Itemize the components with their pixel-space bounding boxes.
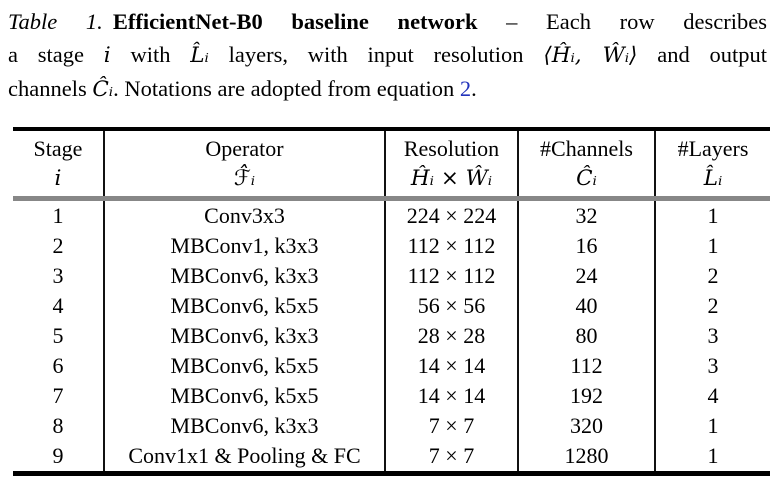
caption-table-number: Table 1. (8, 9, 103, 34)
cell-layers: 1 (654, 441, 770, 474)
cell-channels: 192 (517, 381, 655, 411)
header-label-resolution: Resolution (403, 136, 500, 161)
table-row-stage-6: 6 MBConv6, k5x5 14 × 14 112 3 (13, 351, 770, 381)
cell-stage: 3 (52, 263, 64, 288)
header-row: Stage i Operator ℱ̂ᵢ Resolution Ĥᵢ × Ŵᵢ … (13, 129, 770, 201)
header-label-stage: Stage (33, 136, 83, 161)
cell-resolution: 28 × 28 (384, 321, 518, 351)
header-symbol-layers: L̂ᵢ (703, 166, 723, 191)
table-row-stage-3: 3 MBConv6, k3x3 112 × 112 24 2 (13, 261, 770, 291)
cell-channels: 40 (517, 291, 655, 321)
table-row-stage-2: 2 MBConv1, k3x3 112 × 112 16 1 (13, 231, 770, 261)
header-symbol-operator: ℱ̂ᵢ (233, 166, 256, 191)
cell-channels: 80 (517, 321, 655, 351)
caption-text: with (110, 42, 191, 67)
cell-stage: 7 (52, 383, 64, 408)
header-label-layers: #Layers (677, 136, 749, 161)
caption-title: EfficientNet-B0 baseline network (112, 9, 478, 34)
table-row-stage-7: 7 MBConv6, k5x5 14 × 14 192 4 (13, 381, 770, 411)
cell-resolution: 112 × 112 (384, 231, 518, 261)
caption-line-2: a stage i with L̂ᵢ layers, with input re… (8, 38, 767, 72)
cell-channels: 112 (517, 351, 655, 381)
cell-layers: 2 (654, 261, 770, 291)
cell-stage: 5 (52, 323, 64, 348)
caption-text: channels (8, 76, 93, 101)
cell-channels: 24 (517, 261, 655, 291)
table-row-stage-5: 5 MBConv6, k3x3 28 × 28 80 3 (13, 321, 770, 351)
caption-line-3: channels Ĉᵢ. Notations are adopted from … (8, 72, 767, 106)
table-caption: Table 1. EfficientNet-B0 baseline network… (8, 5, 767, 106)
cell-layers: 1 (654, 198, 770, 231)
header-label-channels: #Channels (540, 136, 633, 161)
caption-text: – Each row describes (477, 9, 767, 34)
cell-operator: Conv1x1 & Pooling & FC (103, 441, 385, 474)
cell-operator: MBConv1, k3x3 (103, 231, 385, 261)
cell-resolution: 14 × 14 (384, 351, 518, 381)
cell-operator: MBConv6, k3x3 (103, 321, 385, 351)
caption-text: . Notations are adopted from equation (113, 76, 460, 101)
equation-2-link[interactable]: 2 (459, 76, 472, 101)
table-row-stage-8: 8 MBConv6, k3x3 7 × 7 320 1 (13, 411, 770, 441)
caption-line-1: Table 1. EfficientNet-B0 baseline network… (8, 5, 767, 38)
cell-layers: 3 (654, 351, 770, 381)
cell-resolution: 7 × 7 (384, 441, 518, 474)
col-header-stage: Stage i (13, 129, 104, 201)
col-header-channels: #Channels Ĉᵢ (517, 129, 655, 201)
math-layers-symbol: L̂ᵢ (190, 43, 209, 68)
cell-operator: MBConv6, k5x5 (103, 351, 385, 381)
cell-stage: 4 (52, 293, 64, 318)
efficientnet-b0-table: Stage i Operator ℱ̂ᵢ Resolution Ĥᵢ × Ŵᵢ … (13, 127, 770, 476)
cell-channels: 16 (517, 231, 655, 261)
caption-text: a stage (8, 42, 104, 67)
math-stage-i: i (103, 43, 111, 68)
cell-stage: 1 (52, 203, 64, 228)
cell-layers: 3 (654, 321, 770, 351)
table-row-stage-1: 1 Conv3x3 224 × 224 32 1 (13, 198, 770, 231)
col-header-resolution: Resolution Ĥᵢ × Ŵᵢ (384, 129, 518, 201)
cell-resolution: 56 × 56 (384, 291, 518, 321)
cell-channels: 32 (517, 198, 655, 231)
table-row-stage-9: 9 Conv1x1 & Pooling & FC 7 × 7 1280 1 (13, 441, 770, 474)
cell-stage: 2 (52, 233, 64, 258)
cell-resolution: 7 × 7 (384, 411, 518, 441)
header-symbol-resolution: Ĥᵢ × Ŵᵢ (410, 166, 493, 191)
cell-operator: Conv3x3 (103, 198, 385, 231)
col-header-operator: Operator ℱ̂ᵢ (103, 129, 385, 201)
header-label-operator: Operator (205, 136, 284, 161)
caption-text: and output (637, 42, 767, 67)
col-header-layers: #Layers L̂ᵢ (654, 129, 770, 201)
cell-layers: 4 (654, 381, 770, 411)
math-channels-symbol: Ĉᵢ (92, 77, 114, 102)
cell-stage: 8 (52, 413, 64, 438)
cell-channels: 1280 (517, 441, 655, 474)
cell-layers: 1 (654, 231, 770, 261)
cell-operator: MBConv6, k3x3 (103, 411, 385, 441)
header-symbol-channels: Ĉᵢ (576, 166, 597, 191)
cell-operator: MBConv6, k5x5 (103, 381, 385, 411)
cell-resolution: 14 × 14 (384, 381, 518, 411)
cell-stage: 6 (52, 353, 64, 378)
cell-resolution: 112 × 112 (384, 261, 518, 291)
header-symbol-stage: i (54, 166, 62, 191)
caption-text: . (471, 76, 477, 101)
cell-operator: MBConv6, k5x5 (103, 291, 385, 321)
cell-channels: 320 (517, 411, 655, 441)
cell-layers: 1 (654, 411, 770, 441)
cell-stage: 9 (52, 443, 64, 468)
cell-layers: 2 (654, 291, 770, 321)
table-row-stage-4: 4 MBConv6, k5x5 56 × 56 40 2 (13, 291, 770, 321)
cell-resolution: 224 × 224 (384, 198, 518, 231)
math-resolution-symbol: ⟨Ĥᵢ, Ŵᵢ⟩ (543, 43, 638, 68)
cell-operator: MBConv6, k3x3 (103, 261, 385, 291)
caption-text: layers, with input resolution (208, 42, 544, 67)
